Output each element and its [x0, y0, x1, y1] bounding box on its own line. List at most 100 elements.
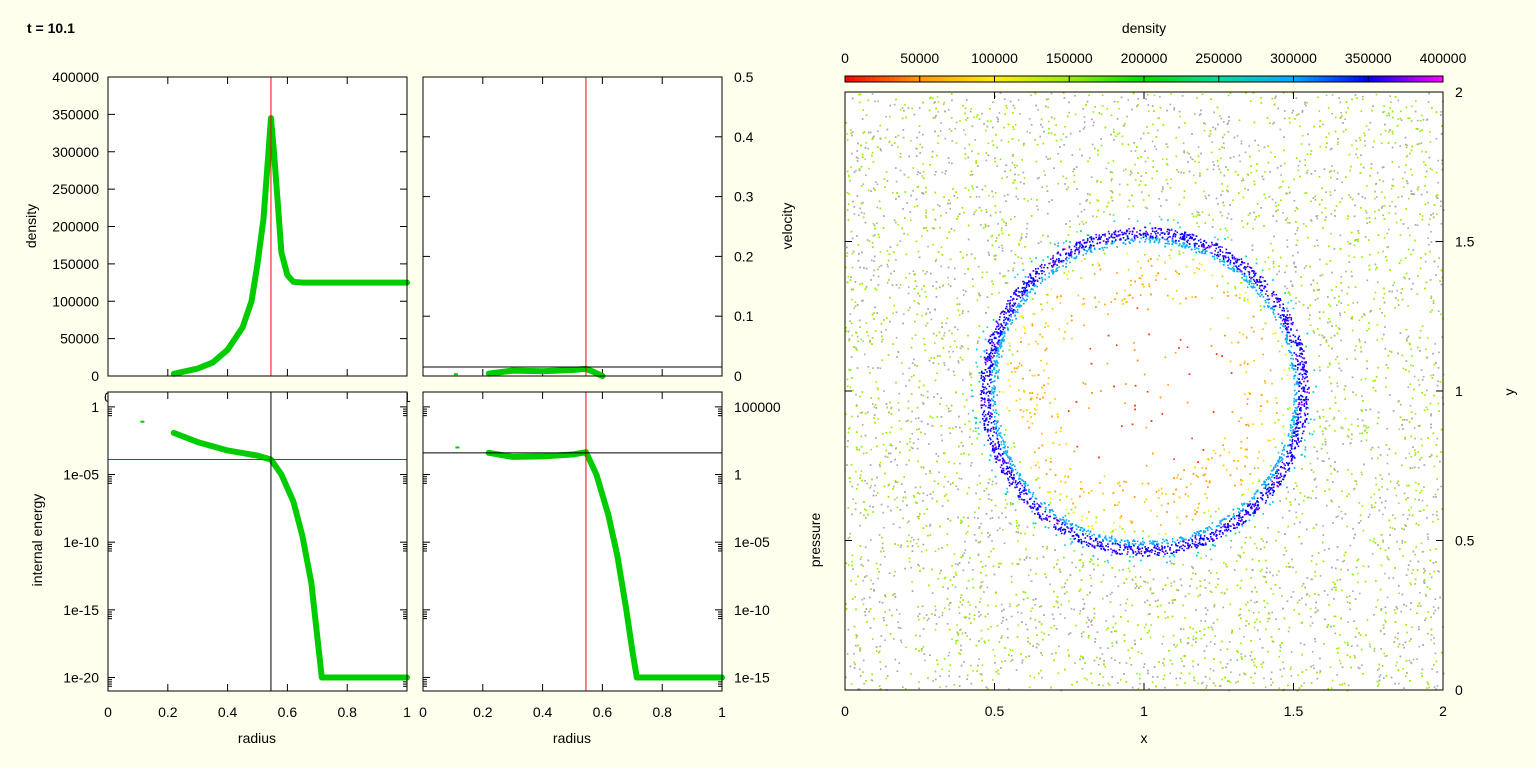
- y-tick-label: 1e-10: [734, 602, 770, 618]
- particle: [869, 487, 872, 489]
- particle: [1004, 499, 1007, 501]
- x-tick-label: 0.4: [218, 704, 238, 720]
- particle: [943, 364, 946, 366]
- particle: [1096, 180, 1098, 183]
- particle: [1398, 166, 1400, 168]
- particle: [1437, 402, 1440, 405]
- particle: [1107, 313, 1109, 315]
- particle: [1081, 667, 1084, 670]
- particle: [1010, 523, 1012, 525]
- particle: [1196, 222, 1198, 224]
- particle: [976, 299, 979, 301]
- particle: [1200, 620, 1202, 622]
- particle: [1142, 580, 1145, 582]
- particle: [1297, 164, 1300, 167]
- particle: [947, 654, 950, 657]
- particle: [1428, 455, 1431, 458]
- particle: [913, 206, 916, 208]
- particle: [854, 301, 857, 303]
- particle: [1341, 589, 1343, 592]
- particle: [1389, 205, 1391, 207]
- particle: [945, 322, 947, 325]
- particle: [959, 120, 961, 122]
- particle: [1020, 364, 1023, 367]
- particle: [864, 158, 866, 160]
- particle: [890, 407, 892, 410]
- particle: [1043, 170, 1046, 172]
- particle: [1317, 244, 1319, 247]
- particle: [865, 142, 868, 144]
- particle: [1230, 239, 1233, 241]
- particle: [1410, 168, 1412, 171]
- particle: [1432, 520, 1434, 523]
- particle: [1238, 673, 1241, 676]
- particle: [917, 615, 919, 617]
- particle: [1212, 449, 1215, 452]
- particle: [1064, 544, 1066, 546]
- particle: [850, 166, 852, 169]
- particle: [970, 395, 973, 398]
- particle: [1011, 655, 1013, 657]
- particle: [1426, 408, 1429, 411]
- particle: [959, 462, 961, 465]
- particle: [949, 356, 951, 358]
- particle: [1428, 244, 1430, 246]
- particle: [956, 624, 958, 626]
- particle: [1421, 215, 1424, 217]
- particle: [953, 229, 956, 232]
- particle: [1374, 210, 1376, 213]
- particle: [1017, 611, 1019, 614]
- particle: [1272, 574, 1274, 577]
- particle: [995, 237, 998, 239]
- particle: [1210, 558, 1213, 561]
- particle: [1020, 257, 1023, 260]
- particle: [1196, 211, 1198, 213]
- particle: [1404, 277, 1406, 280]
- particle: [1006, 628, 1009, 630]
- particle: [1403, 186, 1405, 188]
- particle: [1398, 682, 1400, 685]
- particle: [1093, 612, 1096, 615]
- particle: [908, 520, 910, 523]
- particle: [1002, 529, 1004, 531]
- particle: [973, 116, 975, 119]
- particle: [1282, 661, 1284, 664]
- particle: [1014, 166, 1016, 169]
- particle: [873, 406, 876, 408]
- particle: [1164, 356, 1166, 359]
- particle: [1346, 217, 1349, 220]
- particle: [1029, 675, 1031, 677]
- particle: [942, 103, 945, 105]
- particle: [1434, 493, 1437, 496]
- particle: [984, 225, 987, 228]
- particle: [1341, 490, 1343, 492]
- particle: [1321, 211, 1323, 214]
- particle: [1098, 663, 1100, 666]
- particle: [1120, 679, 1122, 681]
- particle: [1244, 393, 1246, 395]
- particle: [1348, 595, 1351, 597]
- particle: [910, 140, 912, 142]
- particle: [1082, 598, 1084, 601]
- particle: [1395, 221, 1398, 224]
- particle: [870, 579, 872, 582]
- particle: [1388, 228, 1390, 231]
- particle: [998, 246, 1000, 249]
- particle: [879, 461, 882, 464]
- particle: [964, 133, 967, 136]
- particle: [1141, 283, 1143, 286]
- particle: [1064, 617, 1066, 619]
- particle: [1417, 128, 1419, 130]
- particle: [1340, 510, 1343, 513]
- particle: [997, 223, 999, 225]
- particle: [1220, 157, 1222, 160]
- particle: [996, 394, 998, 396]
- particle: [1226, 680, 1229, 682]
- particle: [1003, 313, 1005, 316]
- particle: [1363, 132, 1365, 134]
- particle: [1338, 362, 1340, 365]
- particle: [1131, 172, 1133, 174]
- x-tick-label: 1: [403, 704, 411, 720]
- particle: [969, 638, 971, 641]
- particle: [917, 545, 920, 548]
